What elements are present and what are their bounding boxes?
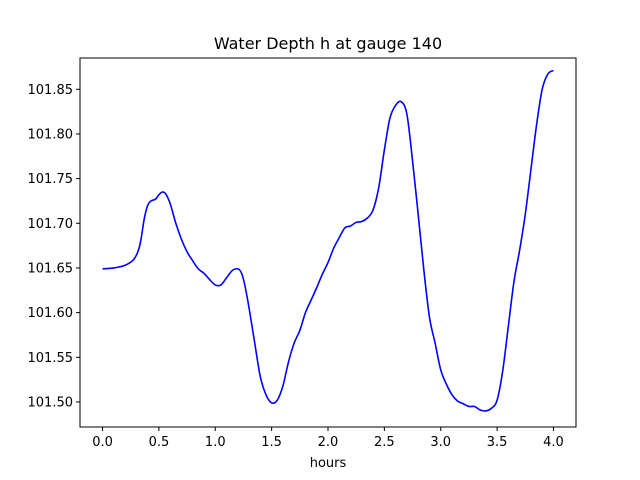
x-tick-label: 2.0 — [318, 435, 339, 450]
x-tick-label: 3.5 — [487, 435, 508, 450]
y-tick-label: 101.55 — [28, 351, 74, 366]
y-tick-label: 101.50 — [28, 395, 74, 410]
x-tick-label: 1.5 — [261, 435, 282, 450]
chart-title: Water Depth h at gauge 140 — [214, 34, 442, 53]
x-tick-label: 3.0 — [430, 435, 451, 450]
x-tick-label: 0.0 — [92, 435, 113, 450]
x-tick-label: 1.0 — [205, 435, 226, 450]
y-tick-label: 101.60 — [28, 306, 74, 321]
x-axis-ticks: 0.0 0.5 1.0 1.5 2.0 2.5 3.0 3.5 4.0 — [92, 427, 564, 450]
x-axis-label: hours — [310, 456, 347, 471]
plot-area-frame — [79, 57, 577, 428]
x-tick-label: 0.5 — [149, 435, 170, 450]
y-tick-label: 101.85 — [28, 83, 74, 98]
y-tick-label: 101.65 — [28, 261, 74, 276]
y-axis-ticks: 101.50 101.55 101.60 101.65 101.70 101.75 101.… — [28, 83, 80, 410]
series-line — [102, 69, 554, 412]
y-tick-label: 101.75 — [28, 172, 74, 187]
x-tick-label: 4.0 — [543, 435, 564, 450]
y-tick-label: 101.80 — [28, 127, 74, 142]
y-tick-label: 101.70 — [28, 217, 74, 232]
x-tick-label: 2.5 — [374, 435, 395, 450]
